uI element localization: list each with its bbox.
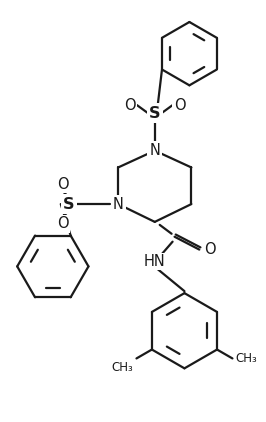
Text: O: O xyxy=(124,97,136,113)
Text: CH₃: CH₃ xyxy=(112,361,134,374)
Text: O: O xyxy=(204,242,216,257)
Text: HN: HN xyxy=(144,254,166,269)
Text: O: O xyxy=(57,177,69,192)
Text: N: N xyxy=(113,197,124,211)
Text: S: S xyxy=(63,197,74,211)
Text: N: N xyxy=(149,143,160,158)
Text: O: O xyxy=(174,97,185,113)
Text: CH₃: CH₃ xyxy=(235,352,257,365)
Text: S: S xyxy=(149,106,160,121)
Text: O: O xyxy=(57,216,69,231)
